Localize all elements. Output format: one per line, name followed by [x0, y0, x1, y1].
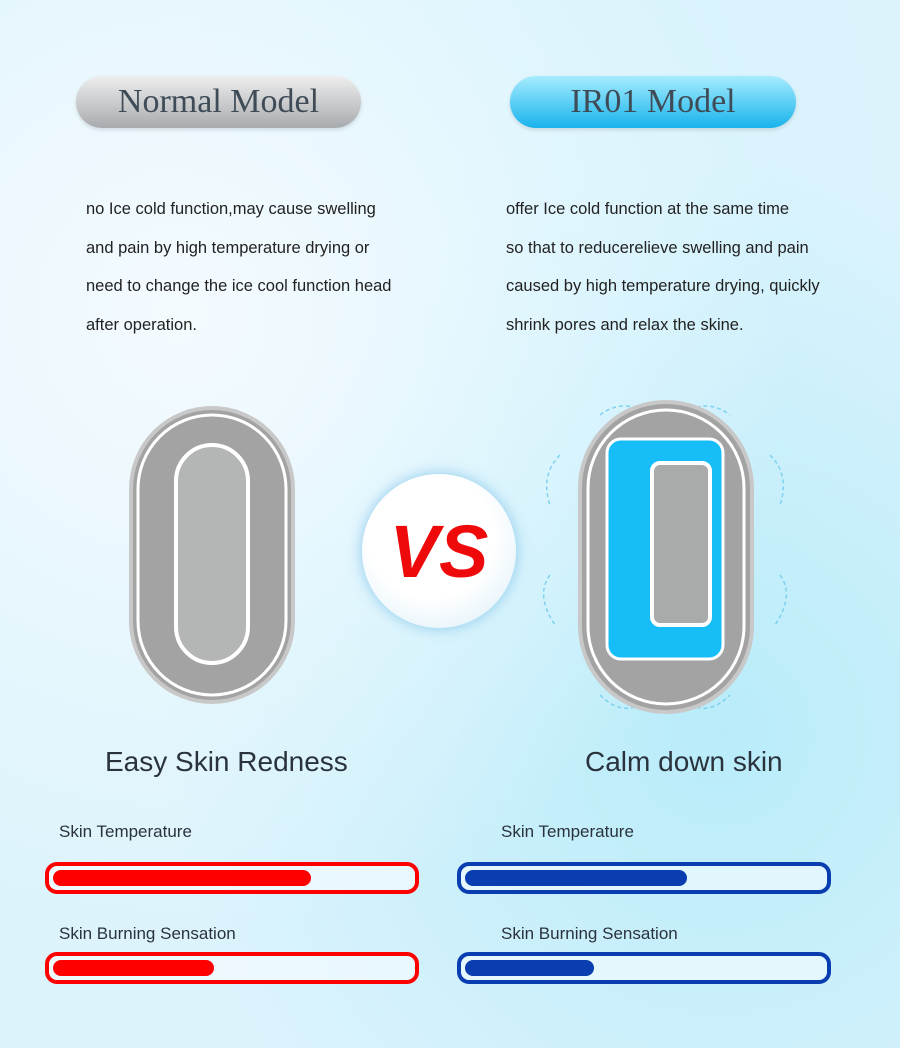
level-fill	[53, 870, 311, 886]
normal-metric-label: Skin Burning Sensation	[59, 924, 236, 943]
desc-line: no Ice cold function,may cause swelling	[86, 200, 376, 218]
ir01-metric-label: Skin Burning Sensation	[501, 924, 678, 943]
desc-line: and pain by high temperature drying or	[86, 238, 370, 257]
level-fill	[465, 960, 594, 976]
normal-device-head-image	[129, 406, 295, 704]
normal-metric-label: Skin Temperature	[59, 822, 192, 841]
ir01-description: offer Ice cold function at the same time…	[506, 190, 820, 344]
desc-line: so that to reducerelieve swelling and pa…	[506, 238, 809, 257]
normal-description: no Ice cold function,may cause swelling …	[86, 190, 391, 344]
normal-skin-burning-bar	[45, 952, 419, 984]
desc-line: caused by high temperature drying, quick…	[506, 277, 820, 295]
desc-line: after operation.	[86, 315, 197, 334]
level-fill	[53, 960, 215, 976]
ir01-skin-temperature-bar	[457, 862, 831, 894]
desc-line: shrink pores and relax the skine.	[506, 315, 744, 334]
ir01-metric-label: Skin Temperature	[501, 822, 634, 841]
desc-line: need to change the ice cool function hea…	[86, 277, 392, 295]
ir01-model-title: IR01 Model	[510, 76, 796, 128]
normal-caption: Easy Skin Redness	[105, 746, 348, 777]
desc-line: offer Ice cold function at the same time	[506, 200, 790, 218]
ir01-caption: Calm down skin	[585, 746, 783, 777]
ir01-skin-burning-bar	[457, 952, 831, 984]
normal-model-title: Normal Model	[76, 76, 361, 128]
ir01-device-head-image	[542, 400, 788, 714]
normal-skin-temperature-bar	[45, 862, 419, 894]
level-fill	[465, 870, 687, 886]
vs-badge: VS	[362, 474, 516, 628]
